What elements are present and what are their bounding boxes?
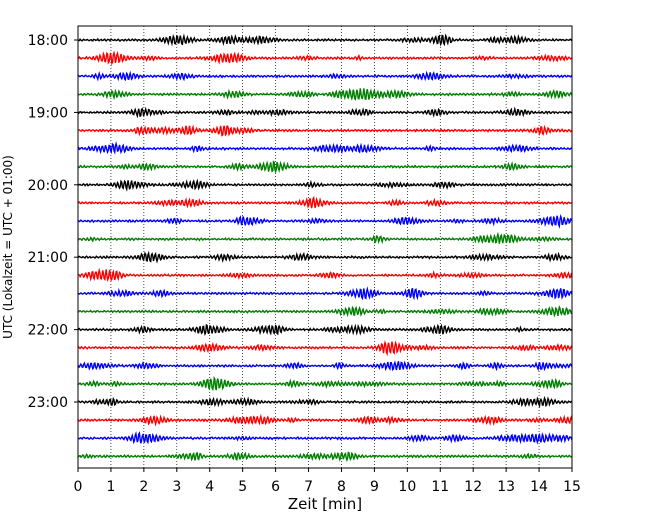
- trace-line: [77, 413, 573, 427]
- trace-line: [78, 141, 573, 155]
- trace-line: [77, 124, 573, 137]
- y-tick-label: 23:00: [28, 395, 68, 411]
- trace-group: [77, 33, 573, 463]
- trace-line: [77, 305, 573, 318]
- trace-line: [78, 375, 572, 392]
- trace-line: [77, 286, 573, 301]
- x-axis-ticks: 0 1 2 3 4 5 6 7 8 9 10 11 12 13 14 15: [74, 468, 581, 495]
- trace-line: [77, 360, 573, 372]
- trace-line: [77, 87, 573, 101]
- trace-line: [78, 178, 573, 192]
- trace-line: [78, 50, 573, 66]
- trace-line: [77, 323, 573, 337]
- trace-line: [77, 430, 573, 445]
- x-tick-label: 7: [304, 479, 313, 495]
- x-tick-label: 14: [530, 479, 548, 495]
- y-tick-label: 20:00: [28, 178, 68, 194]
- trace-line: [77, 339, 573, 357]
- trace-line: [77, 250, 573, 264]
- x-tick-label: 1: [106, 479, 115, 495]
- y-tick-label: 19:00: [28, 105, 68, 121]
- y-axis-ticks: 18:00 19:00 20:00 21:00 22:00 23:00: [28, 33, 78, 411]
- x-tick-label: 15: [563, 479, 581, 495]
- y-tick-label: 21:00: [28, 250, 68, 266]
- y-tick-label: 22:00: [28, 323, 68, 339]
- trace-line: [77, 231, 573, 245]
- x-axis-label: Zeit [min]: [288, 495, 362, 513]
- y-axis-label: UTC (Lokalzeit = UTC + 01:00): [1, 155, 15, 339]
- trace-line: [77, 267, 573, 282]
- x-tick-label: 11: [431, 479, 449, 495]
- x-tick-label: 8: [337, 479, 346, 495]
- trace-line: [77, 70, 573, 82]
- trace-line: [77, 395, 572, 409]
- x-tick-label: 0: [74, 479, 83, 495]
- x-tick-label: 10: [398, 479, 416, 495]
- x-tick-label: 6: [271, 479, 280, 495]
- x-tick-label: 5: [238, 479, 247, 495]
- x-tick-label: 2: [139, 479, 148, 495]
- x-tick-label: 4: [205, 479, 214, 495]
- trace-line: [77, 451, 573, 463]
- trace-line: [77, 33, 573, 47]
- x-tick-label: 3: [172, 479, 181, 495]
- trace-line: [77, 160, 573, 175]
- trace-line: [77, 213, 573, 229]
- x-tick-label: 9: [370, 479, 379, 495]
- trace-line: [77, 195, 573, 209]
- x-tick-label: 13: [497, 479, 515, 495]
- plot-frame: [77, 25, 573, 469]
- y-tick-label: 18:00: [28, 33, 68, 49]
- trace-line: [78, 106, 573, 119]
- x-tick-label: 12: [464, 479, 482, 495]
